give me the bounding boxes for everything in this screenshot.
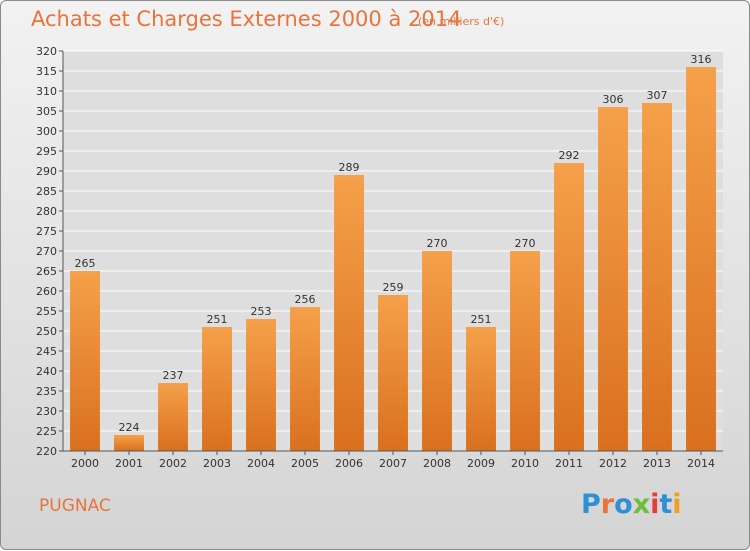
y-tick-label: 260 — [36, 285, 57, 298]
x-tick-label: 2005 — [291, 457, 319, 470]
y-tick-label: 270 — [36, 245, 57, 258]
y-tick-label: 285 — [36, 185, 57, 198]
y-tick-label: 225 — [36, 425, 57, 438]
y-tick-label: 250 — [36, 325, 57, 338]
y-tick-label: 220 — [36, 445, 57, 458]
data-label: 270 — [427, 237, 448, 250]
y-tick-label: 310 — [36, 85, 57, 98]
bar — [378, 295, 408, 451]
x-axis-ticks: 2000 2001 2002 2003 2004 2005 2006 2007 2008 2009… — [71, 451, 715, 470]
commune-name: PUGNAC — [39, 496, 111, 516]
y-tick-label: 240 — [36, 365, 57, 378]
x-tick-label: 2013 — [643, 457, 671, 470]
y-tick-label: 265 — [36, 265, 57, 278]
data-label: 256 — [295, 293, 316, 306]
bar — [510, 251, 540, 451]
x-tick-label: 2008 — [423, 457, 451, 470]
y-tick-label: 275 — [36, 225, 57, 238]
logo-letter: i — [672, 489, 682, 520]
data-labels: 265 224 237 251 253 256 289 259 270 251 270 292 306 3… — [75, 53, 712, 434]
x-tick-label: 2011 — [555, 457, 583, 470]
logo-letter: P — [581, 489, 601, 520]
bar — [686, 67, 716, 451]
proxiti-logo: Proxiti — [581, 489, 682, 520]
data-label: 289 — [339, 161, 360, 174]
x-tick-label: 2002 — [159, 457, 187, 470]
bar — [290, 307, 320, 451]
data-label: 251 — [207, 313, 228, 326]
logo-letter: i — [650, 489, 660, 520]
x-tick-label: 2009 — [467, 457, 495, 470]
y-tick-label: 255 — [36, 305, 57, 318]
data-label: 237 — [163, 369, 184, 382]
y-axis-ticks: 220 225 230 235 240 245 250 255 260 265 270 275 280 2… — [36, 45, 63, 458]
bar — [202, 327, 232, 451]
y-tick-label: 320 — [36, 45, 57, 58]
data-label: 259 — [383, 281, 404, 294]
data-label: 270 — [515, 237, 536, 250]
y-tick-label: 305 — [36, 105, 57, 118]
x-tick-label: 2012 — [599, 457, 627, 470]
data-label: 316 — [691, 53, 712, 66]
x-tick-label: 2007 — [379, 457, 407, 470]
y-tick-label: 315 — [36, 65, 57, 78]
y-tick-label: 230 — [36, 405, 57, 418]
chart-title: Achats et Charges Externes 2000 à 2014 — [31, 7, 462, 31]
logo-letter: o — [614, 489, 633, 520]
x-tick-label: 2003 — [203, 457, 231, 470]
bar — [554, 163, 584, 451]
data-label: 251 — [471, 313, 492, 326]
y-tick-label: 280 — [36, 205, 57, 218]
bar — [246, 319, 276, 451]
x-tick-label: 2014 — [687, 457, 715, 470]
data-label: 265 — [75, 257, 96, 270]
bars — [70, 67, 716, 451]
y-tick-label: 235 — [36, 385, 57, 398]
y-tick-label: 295 — [36, 145, 57, 158]
logo-letter: x — [632, 489, 651, 520]
data-label: 307 — [647, 89, 668, 102]
data-label: 306 — [603, 93, 624, 106]
x-tick-label: 2006 — [335, 457, 363, 470]
logo-letter: r — [600, 489, 615, 520]
x-tick-label: 2001 — [115, 457, 143, 470]
x-tick-label: 2000 — [71, 457, 99, 470]
x-tick-label: 2004 — [247, 457, 275, 470]
data-label: 224 — [119, 421, 140, 434]
logo-letter: t — [659, 489, 673, 520]
chart-subtitle: (en milliers d'€) — [418, 15, 505, 28]
y-tick-label: 300 — [36, 125, 57, 138]
data-label: 292 — [559, 149, 580, 162]
bar — [598, 107, 628, 451]
bar — [334, 175, 364, 451]
bar — [158, 383, 188, 451]
data-label: 253 — [251, 305, 272, 318]
bar — [466, 327, 496, 451]
bar — [422, 251, 452, 451]
bar — [642, 103, 672, 451]
bar — [114, 435, 144, 451]
bar — [70, 271, 100, 451]
x-tick-label: 2010 — [511, 457, 539, 470]
y-tick-label: 245 — [36, 345, 57, 358]
y-tick-label: 290 — [36, 165, 57, 178]
